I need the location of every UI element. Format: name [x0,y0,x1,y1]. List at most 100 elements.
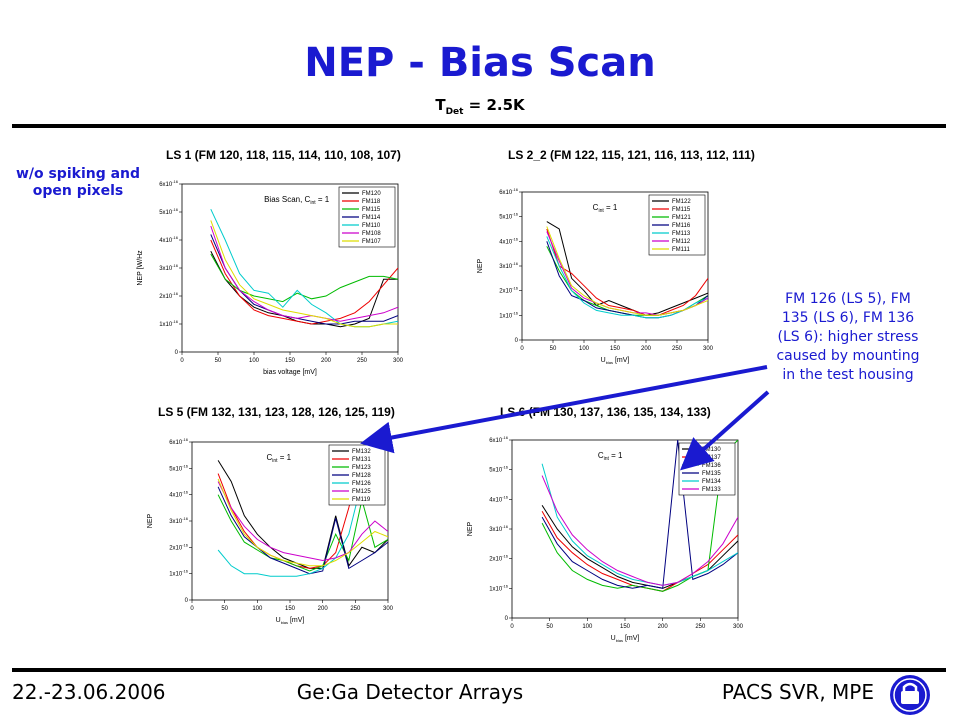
chart-inner-title-rest: = 1 [604,203,618,212]
x-tick-label: 150 [620,624,631,630]
bottom-divider [12,668,946,672]
x-tick-label: 250 [695,624,706,630]
y-tick-exponent: -16 [182,490,189,495]
series-line-fm123 [217,494,388,572]
y-tick-label: 3x10-16 [499,261,519,270]
mpe-logo-icon [890,675,930,715]
y-tick-exponent: -16 [512,212,519,217]
x-tick-label: 0 [510,624,514,630]
y-tick-label: 6x10-16 [169,437,189,446]
x-tick-label: 250 [350,606,361,612]
y-tick-exponent: -16 [502,524,509,529]
y-tick-exponent: -16 [172,207,179,212]
x-tick-label: 50 [221,606,228,612]
panel-title-ls2: LS 2_2 (FM 122, 115, 121, 116, 113, 112,… [508,148,755,162]
series-line-fm115 [546,228,708,316]
legend-label: FM134 [702,479,721,485]
y-tick-label: 3x10-16 [489,524,509,533]
legend-label: FM121 [672,215,691,221]
series-line-fm122 [546,221,708,316]
arrow-to-ls6 [680,390,770,471]
series-line-fm108 [210,225,398,322]
chart-inner-title-rest: = 1 [278,453,292,462]
legend-label: FM113 [672,231,691,237]
x-axis-label-sub: bias [281,620,288,625]
series-line-fm135 [541,440,738,589]
y-tick-exponent: -16 [502,465,509,470]
y-tick-exponent: -16 [512,310,519,315]
panel-title-ls1: LS 1 (FM 120, 118, 115, 114, 110, 108, 1… [166,148,401,162]
y-tick-label: 5x10-16 [169,463,189,472]
x-tick-label: 0 [180,358,184,364]
footer-center: Ge:Ga Detector Arrays [296,680,524,704]
series-line-fm125 [217,481,388,562]
y-axis-label: NEP [477,258,484,273]
subtitle-main: T [435,96,446,114]
y-tick-label: 0 [515,338,519,344]
x-axis-label-rest: [mV] [623,635,639,642]
x-axis-label-sub: bias [606,360,613,365]
y-tick-label: 3x10-16 [169,516,189,525]
x-axis-label: Ubias [mV] [601,357,630,365]
y-tick-exponent: -16 [182,437,189,442]
top-divider [12,124,946,128]
y-tick-exponent: -16 [172,263,179,268]
y-tick-exponent: -16 [172,179,179,184]
legend-label: FM112 [672,239,691,245]
legend-label: FM125 [352,489,371,495]
y-tick-exponent: -16 [182,569,189,574]
panel-title-ls5: LS 5 (FM 132, 131, 123, 128, 126, 125, 1… [158,405,395,419]
legend-label: FM128 [352,473,371,479]
y-tick-label: 0 [185,598,189,604]
chart-ls5: 0 1x10-16 2x10-16 3x10-16 4x10-16 5x10-16 6x10… [147,437,394,625]
x-tick-label: 100 [249,358,260,364]
y-tick-exponent: -16 [512,286,519,291]
x-axis-label-rest: [mV] [613,357,629,364]
y-tick-label: 4x10-16 [159,235,179,244]
chart-ls2: 0 1x10-16 2x10-16 3x10-16 4x10-16 5x10-16 6x10… [477,187,714,365]
x-tick-label: 50 [215,358,222,364]
chart-ls1: 0 1x10-16 2x10-16 3x10-16 4x10-16 5x10-16 6x10… [137,179,404,376]
x-tick-label: 150 [285,358,296,364]
x-tick-label: 250 [357,358,368,364]
y-tick-label: 3x10-16 [159,263,179,272]
x-tick-label: 100 [582,624,593,630]
y-axis-label: NEP [W/Hz [137,250,144,286]
legend-label: FM111 [672,247,690,253]
y-tick-label: 1x10-16 [169,569,189,578]
legend-label: FM119 [352,497,371,503]
x-tick-label: 0 [520,346,524,352]
x-axis-label-sub: bias [616,638,623,643]
legend-label: FM123 [352,465,371,471]
y-tick-label: 5x10-16 [499,212,519,221]
chart-inner-title: Bias Scan, Cint = 1 [264,195,330,206]
y-tick-exponent: -16 [182,542,189,547]
x-tick-label: 300 [703,346,714,352]
series-line-fm132 [217,460,388,569]
series-group [546,221,708,319]
subtitle-rest: = 2.5K [463,96,525,114]
series-line-fm119 [217,478,388,567]
series-line-fm128 [217,486,388,575]
legend-label: FM122 [672,199,691,205]
y-tick-label: 0 [505,616,509,622]
y-tick-label: 2x10-16 [499,286,519,295]
left-note: w/o spiking and open pixels [15,166,141,199]
y-tick-label: 1x10-16 [499,310,519,319]
footer-date: 22.-23.06.2006 [12,680,166,704]
chart-inner-title-sub: int [598,208,604,214]
x-axis-label: Ubias [mV] [611,635,640,643]
y-tick-label: 6x10-16 [159,179,179,188]
legend-label: FM120 [362,191,381,197]
x-axis-label: Ubias [mV] [276,617,305,625]
series-group [541,440,738,592]
y-tick-exponent: -16 [502,554,509,559]
x-tick-label: 150 [285,606,296,612]
x-tick-label: 200 [318,606,329,612]
y-tick-label: 6x10-16 [499,187,519,196]
x-tick-label: 50 [546,624,553,630]
y-tick-label: 4x10-16 [499,236,519,245]
legend-label: FM107 [362,239,381,245]
series-line-fm111 [546,226,708,316]
series-line-fm118 [210,239,398,325]
